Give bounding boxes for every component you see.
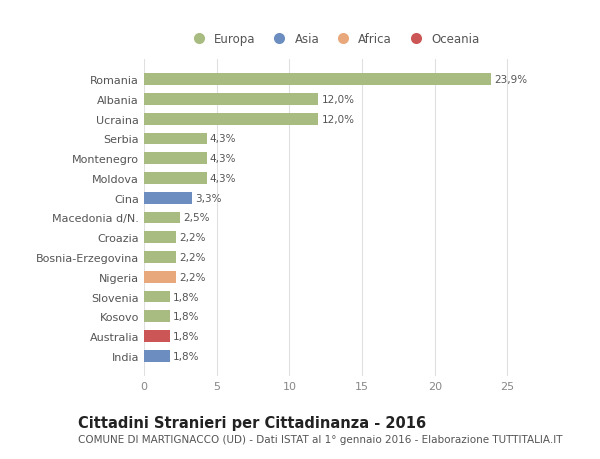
Text: 2,5%: 2,5%	[183, 213, 210, 223]
Text: Cittadini Stranieri per Cittadinanza - 2016: Cittadini Stranieri per Cittadinanza - 2…	[78, 415, 426, 431]
Text: 2,2%: 2,2%	[179, 233, 205, 243]
Text: 3,3%: 3,3%	[195, 193, 221, 203]
Bar	[144, 133, 206, 145]
Bar	[144, 212, 181, 224]
Text: COMUNE DI MARTIGNACCO (UD) - Dati ISTAT al 1° gennaio 2016 - Elaborazione TUTTIT: COMUNE DI MARTIGNACCO (UD) - Dati ISTAT …	[78, 434, 563, 444]
Text: 2,2%: 2,2%	[179, 272, 205, 282]
Bar	[144, 113, 319, 125]
Text: 1,8%: 1,8%	[173, 351, 200, 361]
Bar	[144, 94, 319, 106]
Bar	[144, 232, 176, 244]
Text: 2,2%: 2,2%	[179, 252, 205, 263]
Bar	[144, 350, 170, 362]
Text: 1,8%: 1,8%	[173, 331, 200, 341]
Bar	[144, 330, 170, 342]
Bar	[144, 252, 176, 263]
Text: 1,8%: 1,8%	[173, 312, 200, 322]
Bar	[144, 291, 170, 303]
Bar	[144, 311, 170, 323]
Bar	[144, 153, 206, 165]
Text: 12,0%: 12,0%	[322, 95, 355, 105]
Bar	[144, 173, 206, 185]
Text: 4,3%: 4,3%	[209, 134, 236, 144]
Bar	[144, 192, 192, 204]
Text: 4,3%: 4,3%	[209, 174, 236, 184]
Bar	[144, 74, 491, 86]
Text: 23,9%: 23,9%	[494, 75, 527, 85]
Legend: Europa, Asia, Africa, Oceania: Europa, Asia, Africa, Oceania	[185, 31, 482, 48]
Bar	[144, 271, 176, 283]
Text: 4,3%: 4,3%	[209, 154, 236, 164]
Text: 12,0%: 12,0%	[322, 114, 355, 124]
Text: 1,8%: 1,8%	[173, 292, 200, 302]
